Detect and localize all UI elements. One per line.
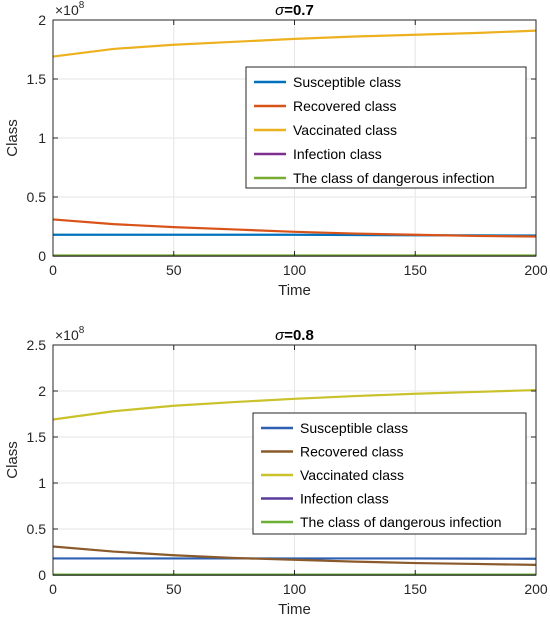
y-tick-label: 2 [38,383,46,399]
multiplier-base: ×10 [55,2,79,18]
x-tick-label: 150 [404,262,428,278]
y-tick-label: 1 [38,130,46,146]
title-symbol: σ [275,2,285,19]
x-tick-label: 0 [49,262,57,278]
legend-label: The class of dangerous infection [293,170,495,186]
multiplier-exponent: 8 [79,0,85,11]
y-tick-label: 0 [38,567,46,583]
x-tick-label: 0 [49,581,57,597]
x-tick-label: 150 [404,581,428,597]
legend-box [245,66,527,189]
series-line-3 [52,388,537,421]
y-tick-label: 1 [38,475,46,491]
legend: Susceptible class Recovered class Vaccinat… [252,412,527,535]
chart-panel-2: 0 50 100 150 200 0 0.5 1 1.5 2 2.5 ×108 σ=0.8 Time Cla… [4,325,548,618]
y-axis-label: Class [4,119,21,157]
y-tick-label: 2 [38,12,46,28]
legend-label: Recovered class [300,444,404,460]
y-tick-label: 0.5 [27,189,47,205]
series-line-3 [52,29,537,58]
title-value: =0.8 [284,327,314,344]
title-value: =0.7 [284,2,314,19]
legend-label: Susceptible class [293,74,401,90]
x-axis-label: Time [278,601,311,618]
legend-box [252,412,527,535]
legend-label: Infection class [293,146,382,162]
chart-title: σ=0.8 [275,327,314,344]
y-tick-label: 2.5 [27,337,47,353]
x-axis-label: Time [278,282,311,299]
chart-panel-1: 0 50 100 150 200 0 0.5 1 1.5 2 ×108 σ=0.7 Time Class S… [4,0,548,299]
axis-multiplier: ×108 [55,325,85,343]
y-axis-label: Class [4,441,21,479]
legend-label: Recovered class [293,98,397,114]
x-tick-label: 200 [524,262,548,278]
y-tick-label: 1.5 [27,429,47,445]
x-tick-label: 100 [283,262,307,278]
legend: Susceptible class Recovered class Vaccinat… [245,66,527,189]
legend-label: Vaccinated class [300,467,404,483]
y-tick-label: 1.5 [27,71,47,87]
legend-label: Susceptible class [300,420,408,436]
chart-title: σ=0.7 [275,2,314,19]
legend-label: Vaccinated class [293,122,397,138]
y-tick-label: 0 [38,248,46,264]
x-tick-label: 100 [283,581,307,597]
series-line-2 [52,218,537,238]
legend-label: The class of dangerous infection [300,514,502,530]
y-tick-label: 0.5 [27,521,47,537]
title-symbol: σ [275,327,285,344]
x-tick-label: 50 [166,581,182,597]
multiplier-base: ×10 [55,327,79,343]
series-line-2 [52,545,537,566]
axis-multiplier: ×108 [55,0,85,18]
legend-label: Infection class [300,491,389,507]
multiplier-exponent: 8 [79,325,85,336]
x-tick-label: 200 [524,581,548,597]
x-tick-label: 50 [166,262,182,278]
